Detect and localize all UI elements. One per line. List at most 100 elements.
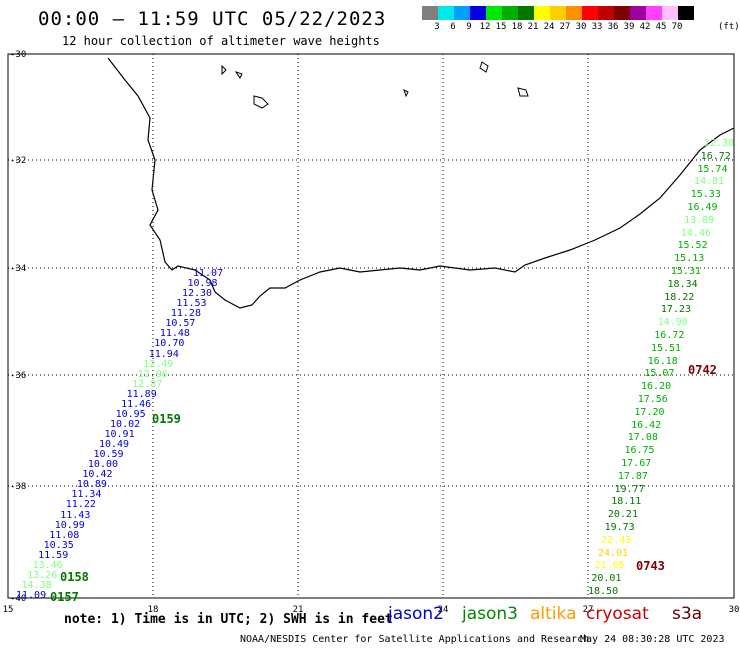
legend-label: 70 — [671, 22, 683, 32]
coastline — [107, 57, 735, 309]
legend-swatch — [550, 6, 566, 20]
swh-reading: 15.13 — [674, 253, 705, 265]
legend-label: 3 — [434, 22, 440, 32]
grid-lines — [8, 54, 734, 598]
legend-label: 27 — [559, 22, 571, 32]
satellite-label-jason2: jason2 — [388, 604, 444, 624]
swh-reading: 10.02 — [110, 418, 141, 430]
swh-reading: 19.77 — [614, 483, 645, 495]
swh-reading: 11.53 — [176, 298, 207, 310]
swh-reading: 11.09 — [16, 590, 47, 601]
page-title: 00:00 – 11:59 UTC 05/22/2023 — [38, 8, 387, 30]
pass-time-label: 0159 — [152, 412, 181, 426]
swh-reading: 13.89 — [684, 214, 715, 226]
legend-swatch — [582, 6, 598, 20]
swh-reading: 11.59 — [38, 549, 69, 561]
swh-reading: 12.38 — [704, 138, 735, 149]
legend-swatch — [646, 6, 662, 20]
swh-reading: 18.34 — [667, 278, 698, 290]
axis-tick-labels: 15 18 21 24 27 30 -30 -32 -34 -36 -38 -40 — [3, 50, 740, 615]
legend-label: 9 — [466, 22, 472, 32]
legend-swatch — [566, 6, 582, 20]
satellite-label-jason3: jason3 — [462, 604, 518, 624]
swh-reading: 11.28 — [170, 308, 201, 320]
legend-label: 30 — [575, 22, 587, 32]
swh-reading: 11.07 — [193, 268, 224, 279]
longitude-tick-label: 27 — [583, 605, 594, 615]
legend-swatch — [454, 6, 470, 20]
swh-reading: 17.87 — [617, 470, 648, 482]
legend-swatch — [678, 6, 694, 20]
legend-label: 24 — [543, 22, 555, 32]
swh-reading: 14.46 — [680, 227, 711, 239]
swh-reading: 11.48 — [159, 328, 190, 340]
swh-reading: 20.01 — [591, 573, 622, 585]
longitude-tick-label: 18 — [148, 605, 159, 615]
page-subtitle: 12 hour collection of altimeter wave hei… — [62, 34, 380, 48]
swh-reading: 13.26 — [27, 569, 58, 581]
swh-reading: 14.38 — [21, 579, 52, 591]
swh-reading: 16.20 — [641, 381, 672, 393]
swh-reading: 10.99 — [54, 519, 85, 531]
legend-label: 36 — [607, 22, 619, 32]
latitude-tick-label: -30 — [10, 50, 26, 60]
legend-swatch — [470, 6, 486, 20]
swh-reading: 11.34 — [71, 489, 102, 501]
credit-line: NOAA/NESDIS Center for Satellite Applica… — [240, 634, 590, 645]
swh-reading: 14.81 — [694, 176, 725, 188]
swh-reading: 24.01 — [597, 547, 629, 559]
legend-swatch — [598, 6, 614, 20]
legend-swatch — [502, 6, 518, 20]
latitude-tick-label: -40 — [10, 594, 26, 604]
latitude-tick-label: -36 — [10, 371, 26, 381]
swh-reading: 16.49 — [687, 202, 718, 213]
swh-reading: 18.11 — [611, 496, 642, 508]
swh-reading: 16.72 — [700, 150, 731, 162]
swh-reading: 17.20 — [634, 406, 665, 418]
legend-label: 6 — [450, 22, 456, 32]
swh-reading: 11.89 — [126, 388, 157, 400]
swh-reading: 10.59 — [93, 449, 124, 461]
legend-swatch — [518, 6, 534, 20]
swh-reading: 10.89 — [76, 479, 107, 491]
swh-reading: 16.75 — [624, 445, 655, 457]
swh-reading: 10.91 — [104, 429, 135, 440]
pass-time-label: 0158 — [60, 570, 89, 584]
swh-reading: 10.70 — [154, 338, 185, 350]
swh-reading: 11.94 — [148, 348, 179, 360]
footnote: note: 1) Time is in UTC; 2) SWH is in fe… — [64, 612, 393, 627]
swh-reading: 18.22 — [664, 291, 695, 303]
swh-reading: 10.00 — [87, 459, 119, 471]
swh-reading: 22.43 — [601, 534, 632, 546]
swh-reading: 12.30 — [181, 288, 213, 300]
legend-label: 42 — [639, 22, 651, 32]
swh-reading: 13.46 — [32, 559, 63, 571]
swh-reading: 10.57 — [165, 318, 196, 330]
swh-reading: 16.18 — [647, 355, 678, 367]
satellite-label-altika: altika — [530, 604, 577, 624]
legend-label: 15 — [495, 22, 507, 32]
satellite-label-s3a: s3a — [672, 604, 703, 624]
longitude-tick-label: 15 — [3, 605, 14, 615]
legend-swatch — [438, 6, 454, 20]
swh-reading: 11.08 — [49, 529, 80, 541]
swh-reading: 21.05 — [594, 560, 625, 572]
offshore-islands — [221, 61, 529, 109]
latitude-tick-label: -32 — [10, 156, 26, 166]
legend-swatch — [630, 6, 646, 20]
longitude-tick-label: 30 — [729, 605, 740, 615]
swh-reading: 15.51 — [650, 342, 682, 354]
swh-reading: 15.74 — [697, 163, 728, 175]
swh-reading: 18.50 — [588, 586, 619, 597]
legend-label: 12 — [479, 22, 491, 32]
swh-reading: 12.96 — [137, 368, 168, 380]
swh-reading: 10.35 — [43, 539, 74, 551]
swh-reading: 10.42 — [82, 469, 113, 481]
swh-reading: 11.43 — [60, 509, 91, 521]
latitude-tick-label: -34 — [10, 264, 26, 274]
swh-reading: 11.22 — [65, 499, 96, 511]
longitude-tick-label: 24 — [438, 605, 449, 615]
pass-time-label: 0743 — [636, 559, 665, 573]
swh-reading: 11.46 — [121, 398, 152, 410]
